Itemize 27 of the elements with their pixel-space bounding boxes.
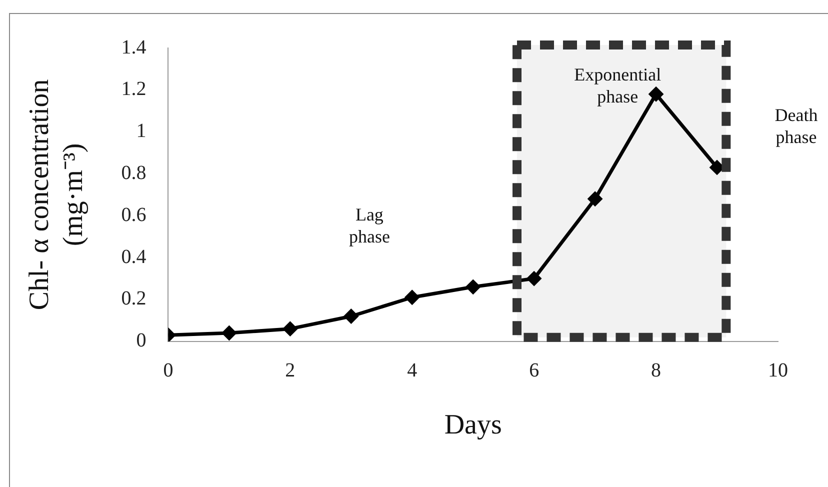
- y-tick-label: 0: [136, 330, 146, 352]
- annotation: Lag phase: [348, 204, 390, 247]
- x-tick-label: 2: [285, 360, 296, 382]
- x-tick-label: 6: [529, 360, 540, 382]
- x-tick-label: 8: [651, 360, 662, 382]
- point: [466, 279, 481, 294]
- annotation: Death phase: [774, 104, 818, 147]
- y-tick-label: 1.2: [121, 78, 146, 100]
- x-tick-label: 0: [163, 360, 174, 382]
- point: [282, 321, 298, 336]
- x-tick-label: 4: [407, 360, 418, 382]
- y-tick-label: 0.8: [121, 162, 146, 184]
- point: [648, 86, 664, 102]
- point: [404, 290, 420, 305]
- y-tick-label: 0.6: [121, 204, 146, 226]
- point: [526, 271, 542, 286]
- y-tick-label: 1.4: [121, 36, 146, 58]
- y-tick-label: 1: [136, 120, 146, 142]
- x-axis-title: Days: [444, 410, 502, 441]
- y-tick-label: 0.2: [121, 288, 146, 310]
- point: [588, 191, 603, 206]
- x-tick-label: 10: [768, 360, 788, 382]
- point: [344, 308, 359, 324]
- y-axis-title: Chl- α concentration (mg·m⁻³): [24, 79, 89, 310]
- point: [222, 326, 237, 341]
- band-label: Exponential phase: [574, 64, 662, 107]
- y-tick-label: 0.4: [121, 246, 146, 268]
